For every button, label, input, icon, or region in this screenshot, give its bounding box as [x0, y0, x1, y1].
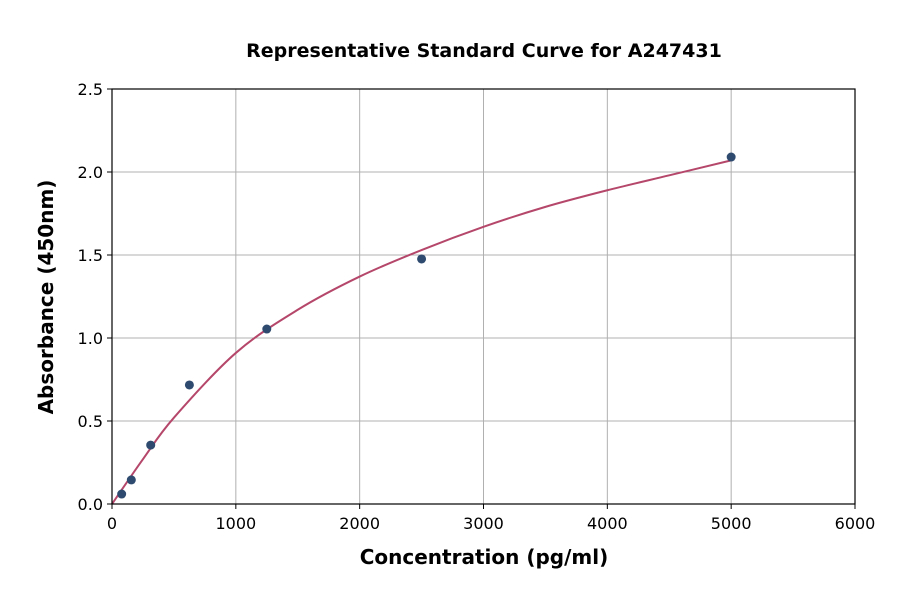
data-point	[117, 489, 127, 499]
fit-curve-layer	[111, 159, 732, 505]
x-tick-label: 3000	[463, 514, 504, 533]
y-tick-label: 2.0	[78, 163, 103, 182]
x-tick-label: 5000	[711, 514, 752, 533]
y-tick-label: 1.5	[78, 246, 103, 265]
data-points	[117, 152, 736, 499]
x-tick-label: 2000	[339, 514, 380, 533]
y-ticks: 0.0 0.5 1.0 1.5 2.0 2.5	[78, 80, 112, 514]
y-tick-label: 2.5	[78, 80, 103, 99]
data-point	[726, 152, 736, 162]
chart-title: Representative Standard Curve for A24743…	[246, 40, 722, 62]
data-point	[262, 324, 272, 334]
y-tick-label: 0.0	[78, 495, 103, 514]
data-point	[126, 475, 136, 485]
data-point	[417, 254, 427, 264]
y-tick-label: 0.5	[78, 412, 103, 431]
x-ticks: 0 1000 2000 3000 4000 5000 6000	[107, 504, 875, 533]
x-tick-label: 6000	[835, 514, 876, 533]
fit-curve	[111, 159, 732, 505]
data-point	[184, 380, 194, 390]
x-tick-label: 1000	[215, 514, 256, 533]
x-axis-label: Concentration (pg/ml)	[360, 545, 609, 569]
grid	[111, 88, 856, 505]
x-tick-label: 0	[107, 514, 117, 533]
x-tick-label: 4000	[587, 514, 628, 533]
y-axis-label: Absorbance (450nm)	[34, 180, 58, 415]
y-tick-label: 1.0	[78, 329, 103, 348]
data-point	[146, 440, 156, 450]
